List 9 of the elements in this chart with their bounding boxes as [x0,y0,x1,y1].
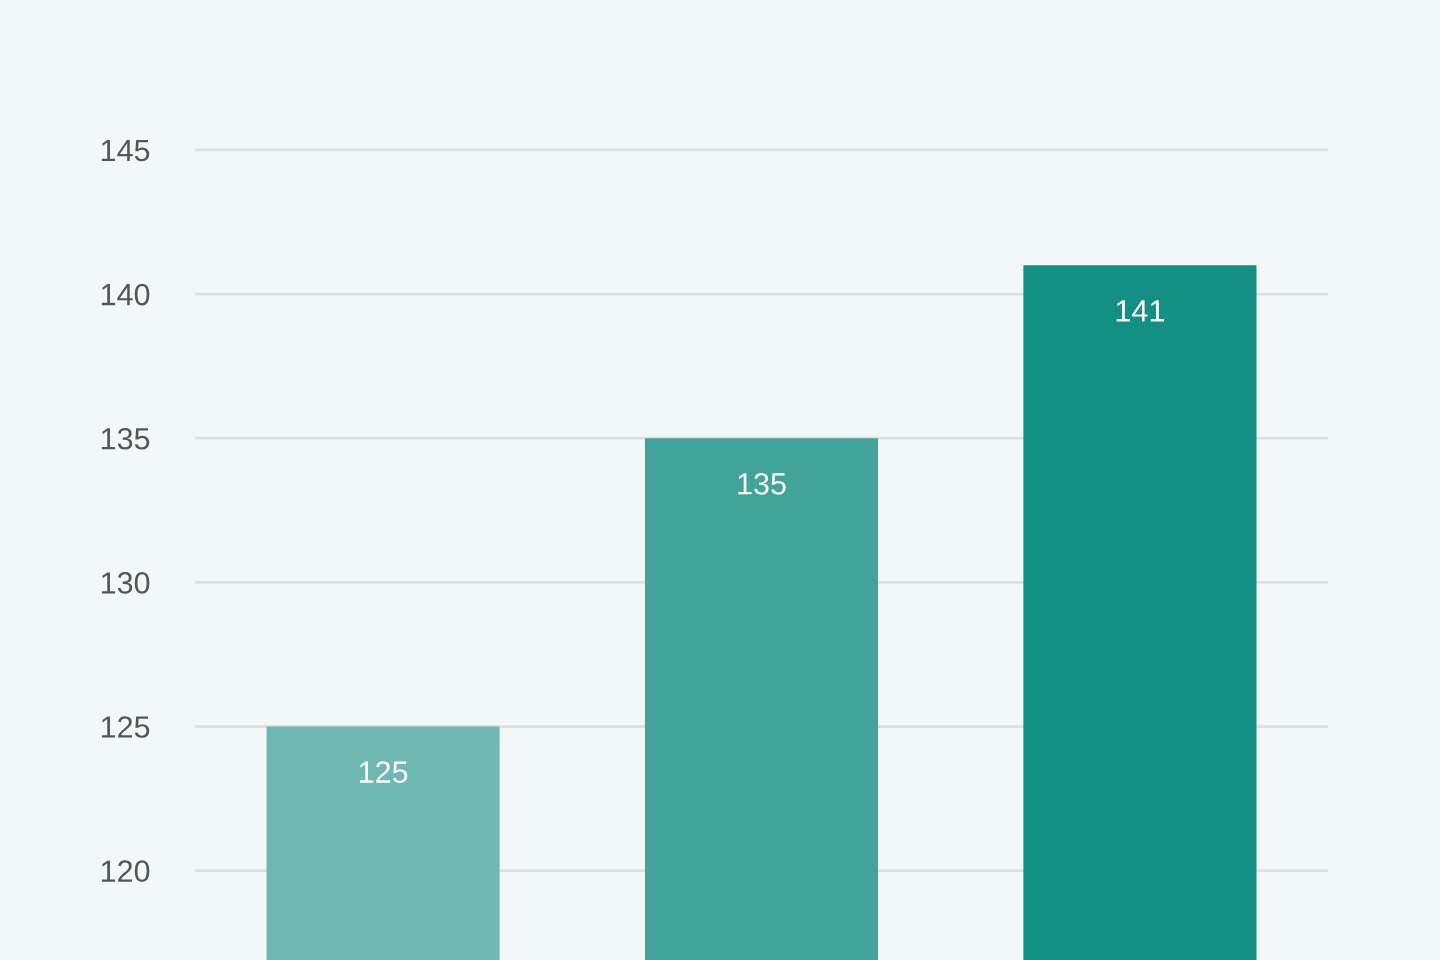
y-tick-label: 120 [101,860,150,882]
y-tick-label: 125 [101,716,150,738]
y-tick-label: 135 [101,427,150,450]
y-tick-label: 145 [101,139,150,162]
data-label: 135 [738,473,786,495]
y-tick-label: 130 [101,572,150,594]
data-label: 125 [359,761,408,783]
data-label: 141 [1116,300,1164,322]
y-tick-label: 140 [101,283,150,306]
